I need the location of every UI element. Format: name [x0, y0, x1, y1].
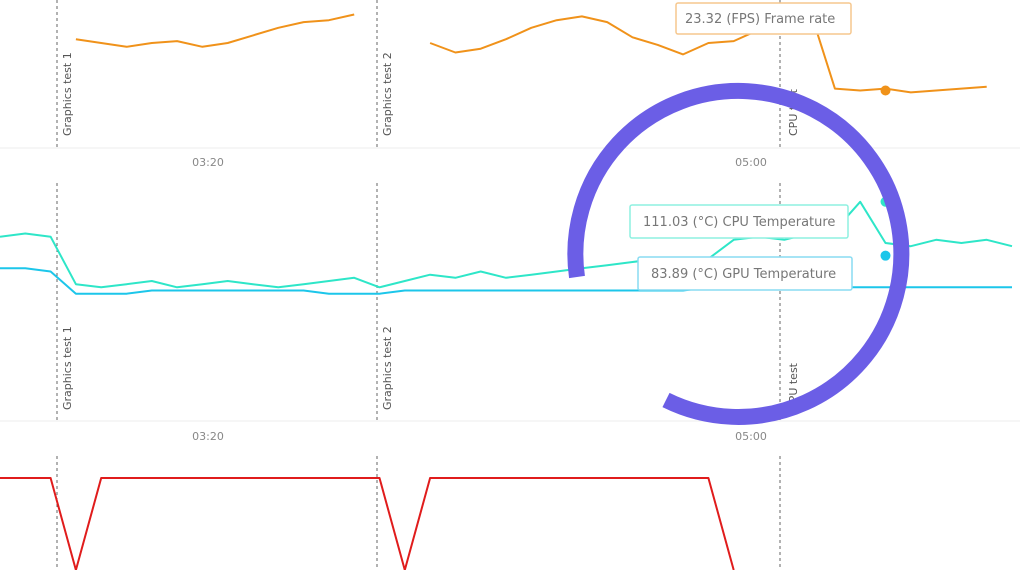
panel-3-red-series [0, 456, 781, 571]
tooltip-text-gpu-temperature: 83.89 (°C) GPU Temperature [651, 267, 836, 282]
tooltip-value: 23.32 [685, 12, 722, 27]
panel-2-markers: Graphics test 1 Graphics test 2 CPU test [56, 183, 800, 421]
marker-label-graphics-test-2: Graphics test 2 [381, 326, 394, 410]
panel-2-x-ticks: 03:20 05:00 [192, 430, 767, 443]
tooltip-label: Frame rate [764, 12, 835, 27]
tooltip-box-gpu-temperature [637, 256, 853, 291]
tooltip-box-cpu-temperature [629, 204, 849, 239]
x-tick-label: 03:20 [192, 430, 224, 443]
series-line-red [0, 477, 735, 571]
panel-3-markers [56, 456, 781, 570]
loading-ring-overlay [567, 83, 910, 425]
series-line-cpu-temperature [0, 200, 1013, 289]
tooltip-point-frame-rate [880, 85, 891, 96]
tooltip-label: GPU Temperature [722, 267, 836, 282]
tooltip-value: 111.03 [643, 215, 689, 230]
tooltip-unit: (°C) [692, 267, 718, 282]
panel-1-x-ticks: 03:20 05:00 [192, 156, 767, 169]
marker-label-graphics-test-2: Graphics test 2 [381, 52, 394, 136]
tooltip-value: 83.89 [651, 267, 688, 282]
marker-label-graphics-test-1: Graphics test 1 [61, 52, 74, 136]
tooltip-frame-rate: 23.32 (FPS) Frame rate [675, 2, 852, 35]
tooltip-label: CPU Temperature [723, 215, 836, 230]
tooltip-unit: (°C) [693, 215, 719, 230]
tooltip-text-cpu-temperature: 111.03 (°C) CPU Temperature [643, 215, 835, 230]
series-line-frame-rate [75, 7, 987, 94]
panel-1-markers: Graphics test 1 Graphics test 2 CPU test [56, 0, 800, 148]
x-tick-label: 05:00 [735, 430, 767, 443]
tooltip-unit: (FPS) [726, 12, 760, 27]
x-tick-label: 03:20 [192, 156, 224, 169]
tooltip-cpu-temperature: 111.03 (°C) CPU Temperature [629, 204, 849, 239]
marker-label-graphics-test-1: Graphics test 1 [61, 326, 74, 410]
tooltip-point-gpu-temperature [880, 250, 891, 261]
tooltip-gpu-temperature: 83.89 (°C) GPU Temperature [637, 256, 853, 291]
tooltip-box-frame-rate [675, 2, 852, 35]
panel-2-temperature: Graphics test 1 Graphics test 2 CPU test… [0, 183, 1020, 443]
x-tick-label: 05:00 [735, 156, 767, 169]
panel-1-frame-rate: Graphics test 1 Graphics test 2 CPU test… [0, 0, 1020, 169]
tooltip-text-frame-rate: 23.32 (FPS) Frame rate [685, 12, 835, 27]
